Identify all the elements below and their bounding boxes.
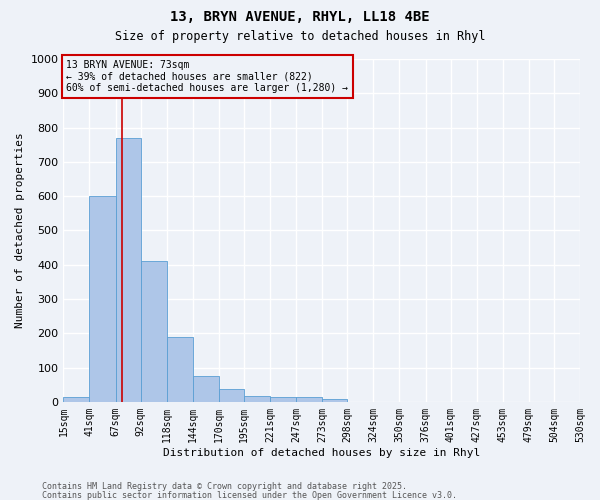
Bar [116,138,140,402]
Bar [322,400,347,402]
Text: 13, BRYN AVENUE, RHYL, LL18 4BE: 13, BRYN AVENUE, RHYL, LL18 4BE [170,10,430,24]
Y-axis label: Number of detached properties: Number of detached properties [15,132,25,328]
Text: Size of property relative to detached houses in Rhyl: Size of property relative to detached ho… [115,30,485,43]
Bar [140,262,167,402]
Bar [219,389,244,402]
Text: Contains HM Land Registry data © Crown copyright and database right 2025.: Contains HM Land Registry data © Crown c… [42,482,407,491]
Bar [64,396,89,402]
Bar [167,336,193,402]
X-axis label: Distribution of detached houses by size in Rhyl: Distribution of detached houses by size … [163,448,481,458]
Bar [270,398,296,402]
Text: 13 BRYN AVENUE: 73sqm
← 39% of detached houses are smaller (822)
60% of semi-det: 13 BRYN AVENUE: 73sqm ← 39% of detached … [67,60,349,93]
Bar [296,398,322,402]
Bar [244,396,270,402]
Bar [89,196,116,402]
Text: Contains public sector information licensed under the Open Government Licence v3: Contains public sector information licen… [42,490,457,500]
Bar [193,376,219,402]
